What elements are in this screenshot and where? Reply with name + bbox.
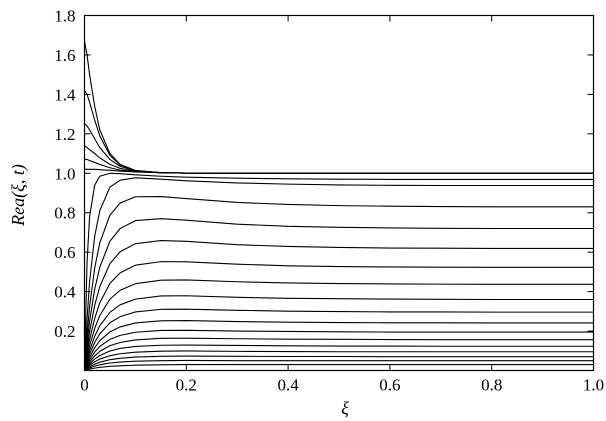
series-line-12 (83, 239, 594, 371)
y-tick-label-6: 1.4 (54, 85, 76, 104)
y-tick-label-1: 0.4 (54, 283, 76, 302)
series-line-13 (83, 218, 594, 371)
y-tick-label-2: 0.6 (54, 243, 75, 262)
series-line-7 (83, 320, 594, 371)
series-line-20 (84, 123, 594, 174)
y-tick-label-5: 1.2 (54, 125, 75, 144)
y-axis-label: Rea(ξ, t) (8, 164, 29, 227)
x-tick-label-0: 0 (80, 376, 89, 395)
x-axis-label: ξ (341, 398, 349, 418)
series-line-3 (84, 350, 594, 371)
series-line-14 (83, 196, 594, 371)
y-tick-label-8: 1.8 (54, 7, 75, 26)
series-line-19 (84, 145, 594, 174)
series-line-5 (84, 337, 594, 371)
series-line-18 (84, 158, 594, 174)
y-tick-label-0: 0.2 (54, 322, 75, 341)
series-line-2 (84, 355, 594, 371)
series-line-1 (84, 359, 594, 371)
series-line-0 (84, 364, 594, 372)
x-tick-label-2: 0.4 (277, 376, 299, 395)
tick-layer: 0 0.2 0.4 0.6 0.8 1.0 0.2 0.4 0.6 0.8 1.0 1.2 1.4 1.6… (54, 7, 604, 395)
x-tick-label-4: 0.8 (481, 376, 502, 395)
y-tick-label-3: 0.8 (54, 204, 75, 223)
series-line-22 (83, 41, 594, 174)
x-tick-label-5: 1.0 (583, 376, 604, 395)
series-line-11 (83, 261, 594, 371)
y-tick-label-7: 1.6 (54, 46, 75, 65)
series-line-4 (84, 344, 594, 371)
series-line-21 (84, 90, 594, 174)
x-tick-label-3: 0.6 (379, 376, 400, 395)
x-tick-label-1: 0.2 (176, 376, 197, 395)
series-line-15 (83, 177, 594, 371)
plot-frame (83, 14, 595, 372)
series-line-6 (83, 329, 594, 371)
y-tick-label-4: 1.0 (54, 164, 75, 183)
series-line-8 (83, 308, 594, 371)
series-line-16 (83, 172, 594, 367)
series-line-9 (83, 295, 594, 371)
series-line-10 (83, 279, 594, 371)
series-layer (83, 41, 594, 372)
